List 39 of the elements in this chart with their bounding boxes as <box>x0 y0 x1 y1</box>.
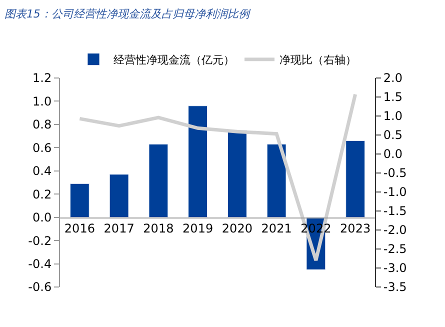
y2-tick-label: 1.0 <box>383 109 402 124</box>
y-tick-label: 0.8 <box>32 118 52 132</box>
y-tick-label: 1.2 <box>32 71 52 86</box>
y2-tick-label: 1.5 <box>383 90 402 104</box>
y2-tick-label: -3.0 <box>383 261 407 276</box>
bar <box>188 106 208 218</box>
y-tick-label: -0.6 <box>28 280 52 294</box>
bar <box>70 183 90 218</box>
x-tick-label: 2016 <box>64 222 95 236</box>
bar <box>227 130 247 218</box>
chart-title: 图表15：公司经营性净现金流及占归母净利润比例 <box>4 8 252 21</box>
x-tick-label: 2017 <box>104 222 134 236</box>
bar <box>346 140 366 218</box>
x-tick-label: 2020 <box>222 222 252 236</box>
y-tick-label: 1.0 <box>32 94 52 108</box>
x-tick-label: 2018 <box>143 222 174 236</box>
y-tick-label: 0.0 <box>32 210 52 225</box>
bar <box>109 174 129 218</box>
bar <box>266 144 286 218</box>
y2-tick-label: 2.0 <box>383 71 402 86</box>
x-tick-label: 2021 <box>261 222 292 236</box>
x-tick-label: 2023 <box>340 222 371 236</box>
legend-label: 经营性净现金流（亿元） <box>114 54 234 67</box>
y2-tick-label: 0.0 <box>383 147 402 162</box>
y-tick-label: 0.4 <box>32 164 52 178</box>
y2-tick-label: 0.5 <box>383 128 402 142</box>
y2-tick-label: -2.5 <box>383 242 407 256</box>
y-tick-label: -0.4 <box>28 256 52 271</box>
y-tick-label: 0.6 <box>32 140 52 155</box>
y2-tick-label: -1.5 <box>383 204 407 218</box>
y2-tick-label: -1.0 <box>383 185 407 200</box>
y-tick-label: -0.2 <box>28 234 52 248</box>
y2-tick-label: -0.5 <box>383 166 407 180</box>
y-tick-label: 0.2 <box>32 187 52 202</box>
x-tick-label: 2019 <box>182 222 214 236</box>
bar <box>148 144 168 218</box>
legend-label: 净现比（右轴） <box>280 54 356 67</box>
y2-tick-label: -3.5 <box>383 280 407 294</box>
y2-tick-label: -2.0 <box>383 223 407 238</box>
